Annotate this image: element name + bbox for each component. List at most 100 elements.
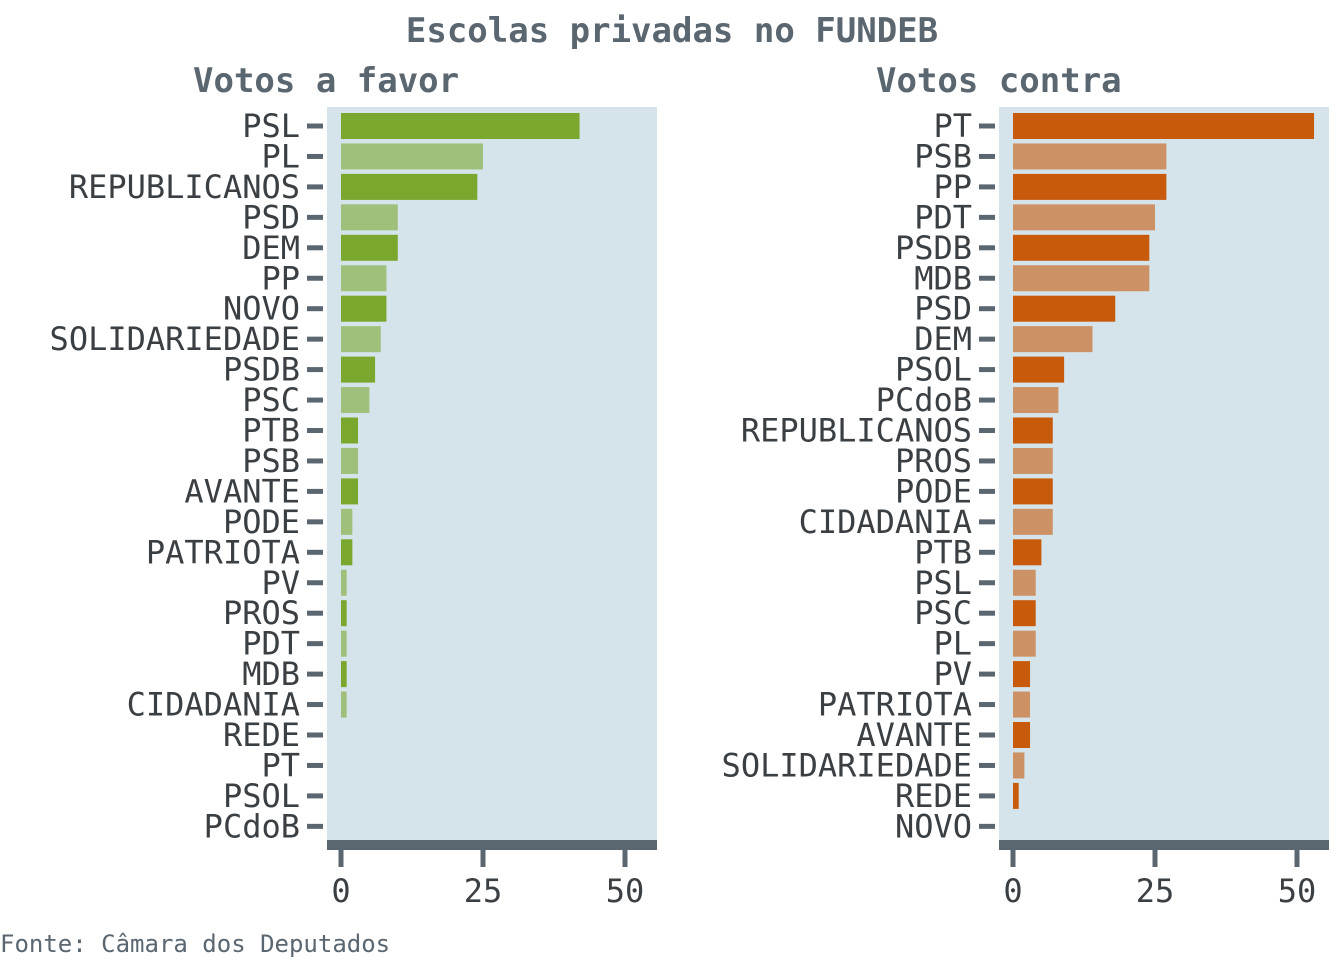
bar-favor-avante: [341, 478, 359, 505]
category-label-favor: PCdoB: [204, 807, 300, 845]
category-label-contra: PCdoB: [876, 381, 972, 419]
category-label-favor: PSB: [242, 442, 300, 480]
bar-contra-pode: [1013, 478, 1053, 505]
category-label-contra: REDE: [895, 777, 972, 815]
x-tick-label-favor: 0: [331, 872, 350, 910]
category-label-favor: CIDADANIA: [127, 686, 300, 724]
bar-contra-ptb: [1013, 539, 1042, 566]
source-note: Fonte: Câmara dos Deputados: [0, 930, 390, 958]
category-label-contra: PTB: [914, 533, 972, 571]
category-label-favor: PSD: [242, 198, 300, 236]
bar-favor-patriota: [341, 539, 353, 566]
bar-contra-psol: [1013, 356, 1065, 383]
bar-contra-avante: [1013, 722, 1031, 748]
category-label-favor: DEM: [242, 229, 300, 267]
bar-contra-pdt: [1013, 204, 1155, 231]
chart-title: Escolas privadas no FUNDEB: [406, 11, 938, 51]
bar-contra-dem: [1013, 326, 1093, 353]
bar-contra-pp: [1013, 173, 1167, 200]
category-label-favor: REPUBLICANOS: [69, 168, 300, 206]
bar-favor-solidariedade: [341, 326, 381, 353]
category-label-favor: PP: [261, 259, 300, 297]
bar-favor-pode: [341, 508, 353, 535]
category-label-contra: AVANTE: [856, 716, 972, 754]
category-label-contra: PSD: [914, 290, 972, 328]
x-tick-label-contra: 50: [1278, 872, 1317, 910]
bar-contra-pt: [1013, 113, 1315, 139]
bar-favor-pdt: [341, 630, 347, 657]
bar-favor-republicanos: [341, 173, 478, 200]
category-label-contra: SOLIDARIEDADE: [722, 746, 972, 784]
category-label-contra: PODE: [895, 472, 972, 510]
category-label-favor: NOVO: [223, 290, 300, 328]
category-label-favor: PSC: [242, 381, 300, 419]
bar-contra-solidariedade: [1013, 752, 1025, 779]
category-label-contra: PSDB: [895, 229, 972, 267]
category-label-favor: REDE: [223, 716, 300, 754]
bar-contra-pv: [1013, 661, 1031, 688]
category-label-contra: PATRIOTA: [818, 686, 972, 724]
category-label-contra: PL: [933, 625, 972, 663]
bar-contra-patriota: [1013, 691, 1031, 718]
category-label-contra: PV: [933, 655, 972, 693]
category-label-contra: REPUBLICANOS: [741, 412, 972, 450]
category-label-favor: PSOL: [223, 777, 300, 815]
category-label-favor: PV: [261, 564, 300, 602]
bar-contra-rede: [1013, 782, 1019, 809]
category-label-contra: PDT: [914, 198, 972, 236]
bar-contra-psdb: [1013, 234, 1150, 261]
category-label-contra: PROS: [895, 442, 972, 480]
x-tick-label-favor: 50: [606, 872, 645, 910]
category-label-contra: PSC: [914, 594, 972, 632]
category-label-favor: PT: [261, 746, 300, 784]
category-label-contra: PSOL: [895, 351, 972, 389]
category-label-favor: PATRIOTA: [146, 533, 300, 571]
bar-contra-pl: [1013, 630, 1036, 657]
panel-title-contra: Votos contra: [876, 61, 1122, 101]
category-label-contra: MDB: [914, 259, 972, 297]
category-label-favor: MDB: [242, 655, 300, 693]
x-tick-label-contra: 25: [1136, 872, 1175, 910]
category-label-favor: PODE: [223, 503, 300, 541]
category-label-contra: PT: [933, 107, 972, 145]
bar-favor-psb: [341, 447, 359, 474]
bar-favor-psc: [341, 387, 370, 414]
panel-contra: Votos contraPTPSBPPPDTPSDBMDBPSDDEMPSOLP…: [722, 61, 1329, 910]
bar-favor-dem: [341, 234, 398, 261]
bar-favor-novo: [341, 295, 387, 322]
category-label-favor: PROS: [223, 594, 300, 632]
x-tick-label-contra: 0: [1003, 872, 1022, 910]
bar-favor-cidadania: [341, 691, 347, 718]
bar-contra-psd: [1013, 295, 1116, 322]
panel-favor: Votos a favor PSLPLREPUBLICANOSPSDDEMPPNO…: [50, 61, 657, 910]
bar-favor-psl: [341, 113, 580, 139]
category-label-contra: PP: [933, 168, 972, 206]
category-label-favor: PTB: [242, 412, 300, 450]
bar-favor-psd: [341, 204, 398, 231]
category-label-contra: NOVO: [895, 807, 972, 845]
bar-contra-cidadania: [1013, 508, 1053, 535]
bar-contra-psl: [1013, 569, 1036, 596]
bar-contra-pros: [1013, 447, 1053, 474]
bar-favor-pros: [341, 600, 347, 627]
category-label-favor: PDT: [242, 625, 300, 663]
bar-favor-pp: [341, 265, 387, 292]
bar-favor-mdb: [341, 661, 347, 688]
bar-favor-pl: [341, 143, 483, 170]
bar-contra-pcdob: [1013, 387, 1059, 414]
chart-panels: Votos a favorPSLPLREPUBLICANOSPSDDEMPPNO…: [50, 61, 1329, 910]
bar-contra-psc: [1013, 600, 1036, 627]
category-label-contra: CIDADANIA: [799, 503, 972, 541]
category-label-contra: PSB: [914, 137, 972, 175]
bar-favor-ptb: [341, 417, 359, 444]
category-label-contra: PSL: [914, 564, 972, 602]
bar-contra-mdb: [1013, 265, 1150, 292]
bar-favor-psdb: [341, 356, 376, 383]
category-label-favor: PL: [261, 137, 300, 175]
bar-favor-pv: [341, 569, 347, 596]
panel-title-favor: Votos a favor: [193, 61, 459, 101]
bar-contra-republicanos: [1013, 417, 1053, 444]
category-label-favor: PSL: [242, 107, 300, 145]
category-label-favor: AVANTE: [184, 472, 300, 510]
